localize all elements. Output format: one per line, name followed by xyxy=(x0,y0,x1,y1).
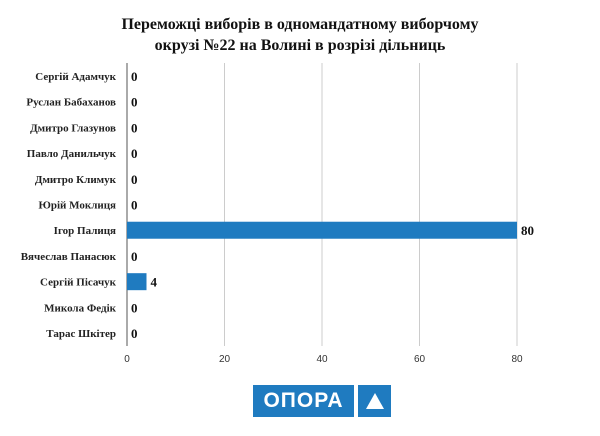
category-label: Павло Данильчук xyxy=(27,148,117,160)
data-label: 0 xyxy=(131,172,138,187)
category-label: Юрій Моклиця xyxy=(38,200,116,212)
x-tick-label: 40 xyxy=(316,354,328,365)
category-label: Ігор Палиця xyxy=(54,225,116,237)
chart-title-line-1: Переможці виборів в одномандатному вибор… xyxy=(121,16,479,33)
category-label: Тарас Шкітер xyxy=(46,328,116,340)
data-label: 0 xyxy=(131,326,138,341)
x-tick-label: 80 xyxy=(511,354,523,365)
x-tick-label: 20 xyxy=(219,354,231,365)
logo-text: ОПОРА xyxy=(253,385,354,417)
data-label: 4 xyxy=(151,275,158,290)
data-label: 0 xyxy=(131,69,138,84)
triangle-icon xyxy=(358,385,391,417)
category-label: Сергій Пісачук xyxy=(40,277,117,289)
category-label: Дмитро Климук xyxy=(35,174,117,186)
category-label: Руслан Бабаханов xyxy=(26,97,116,109)
bar xyxy=(127,221,517,239)
chart-title: Переможці виборів в одномандатному вибор… xyxy=(0,14,600,56)
category-label: Дмитро Глазунов xyxy=(30,122,116,134)
category-label: Сергій Адамчук xyxy=(35,71,116,83)
chart-title-line-2: окрузі №22 на Волині в розрізі дільниць xyxy=(154,37,446,54)
x-tick-label: 60 xyxy=(414,354,426,365)
bar xyxy=(127,273,147,291)
x-tick-label: 0 xyxy=(124,354,130,365)
data-label: 80 xyxy=(521,223,534,238)
data-label: 0 xyxy=(131,249,138,264)
data-label: 0 xyxy=(131,198,138,213)
opora-logo: ОПОРА xyxy=(253,385,391,417)
data-label: 0 xyxy=(131,300,138,315)
category-label: Вячеслав Панасюк xyxy=(21,251,117,263)
data-label: 0 xyxy=(131,146,138,161)
category-label: Микола Федік xyxy=(44,302,116,314)
data-label: 0 xyxy=(131,95,138,110)
data-label: 0 xyxy=(131,120,138,135)
